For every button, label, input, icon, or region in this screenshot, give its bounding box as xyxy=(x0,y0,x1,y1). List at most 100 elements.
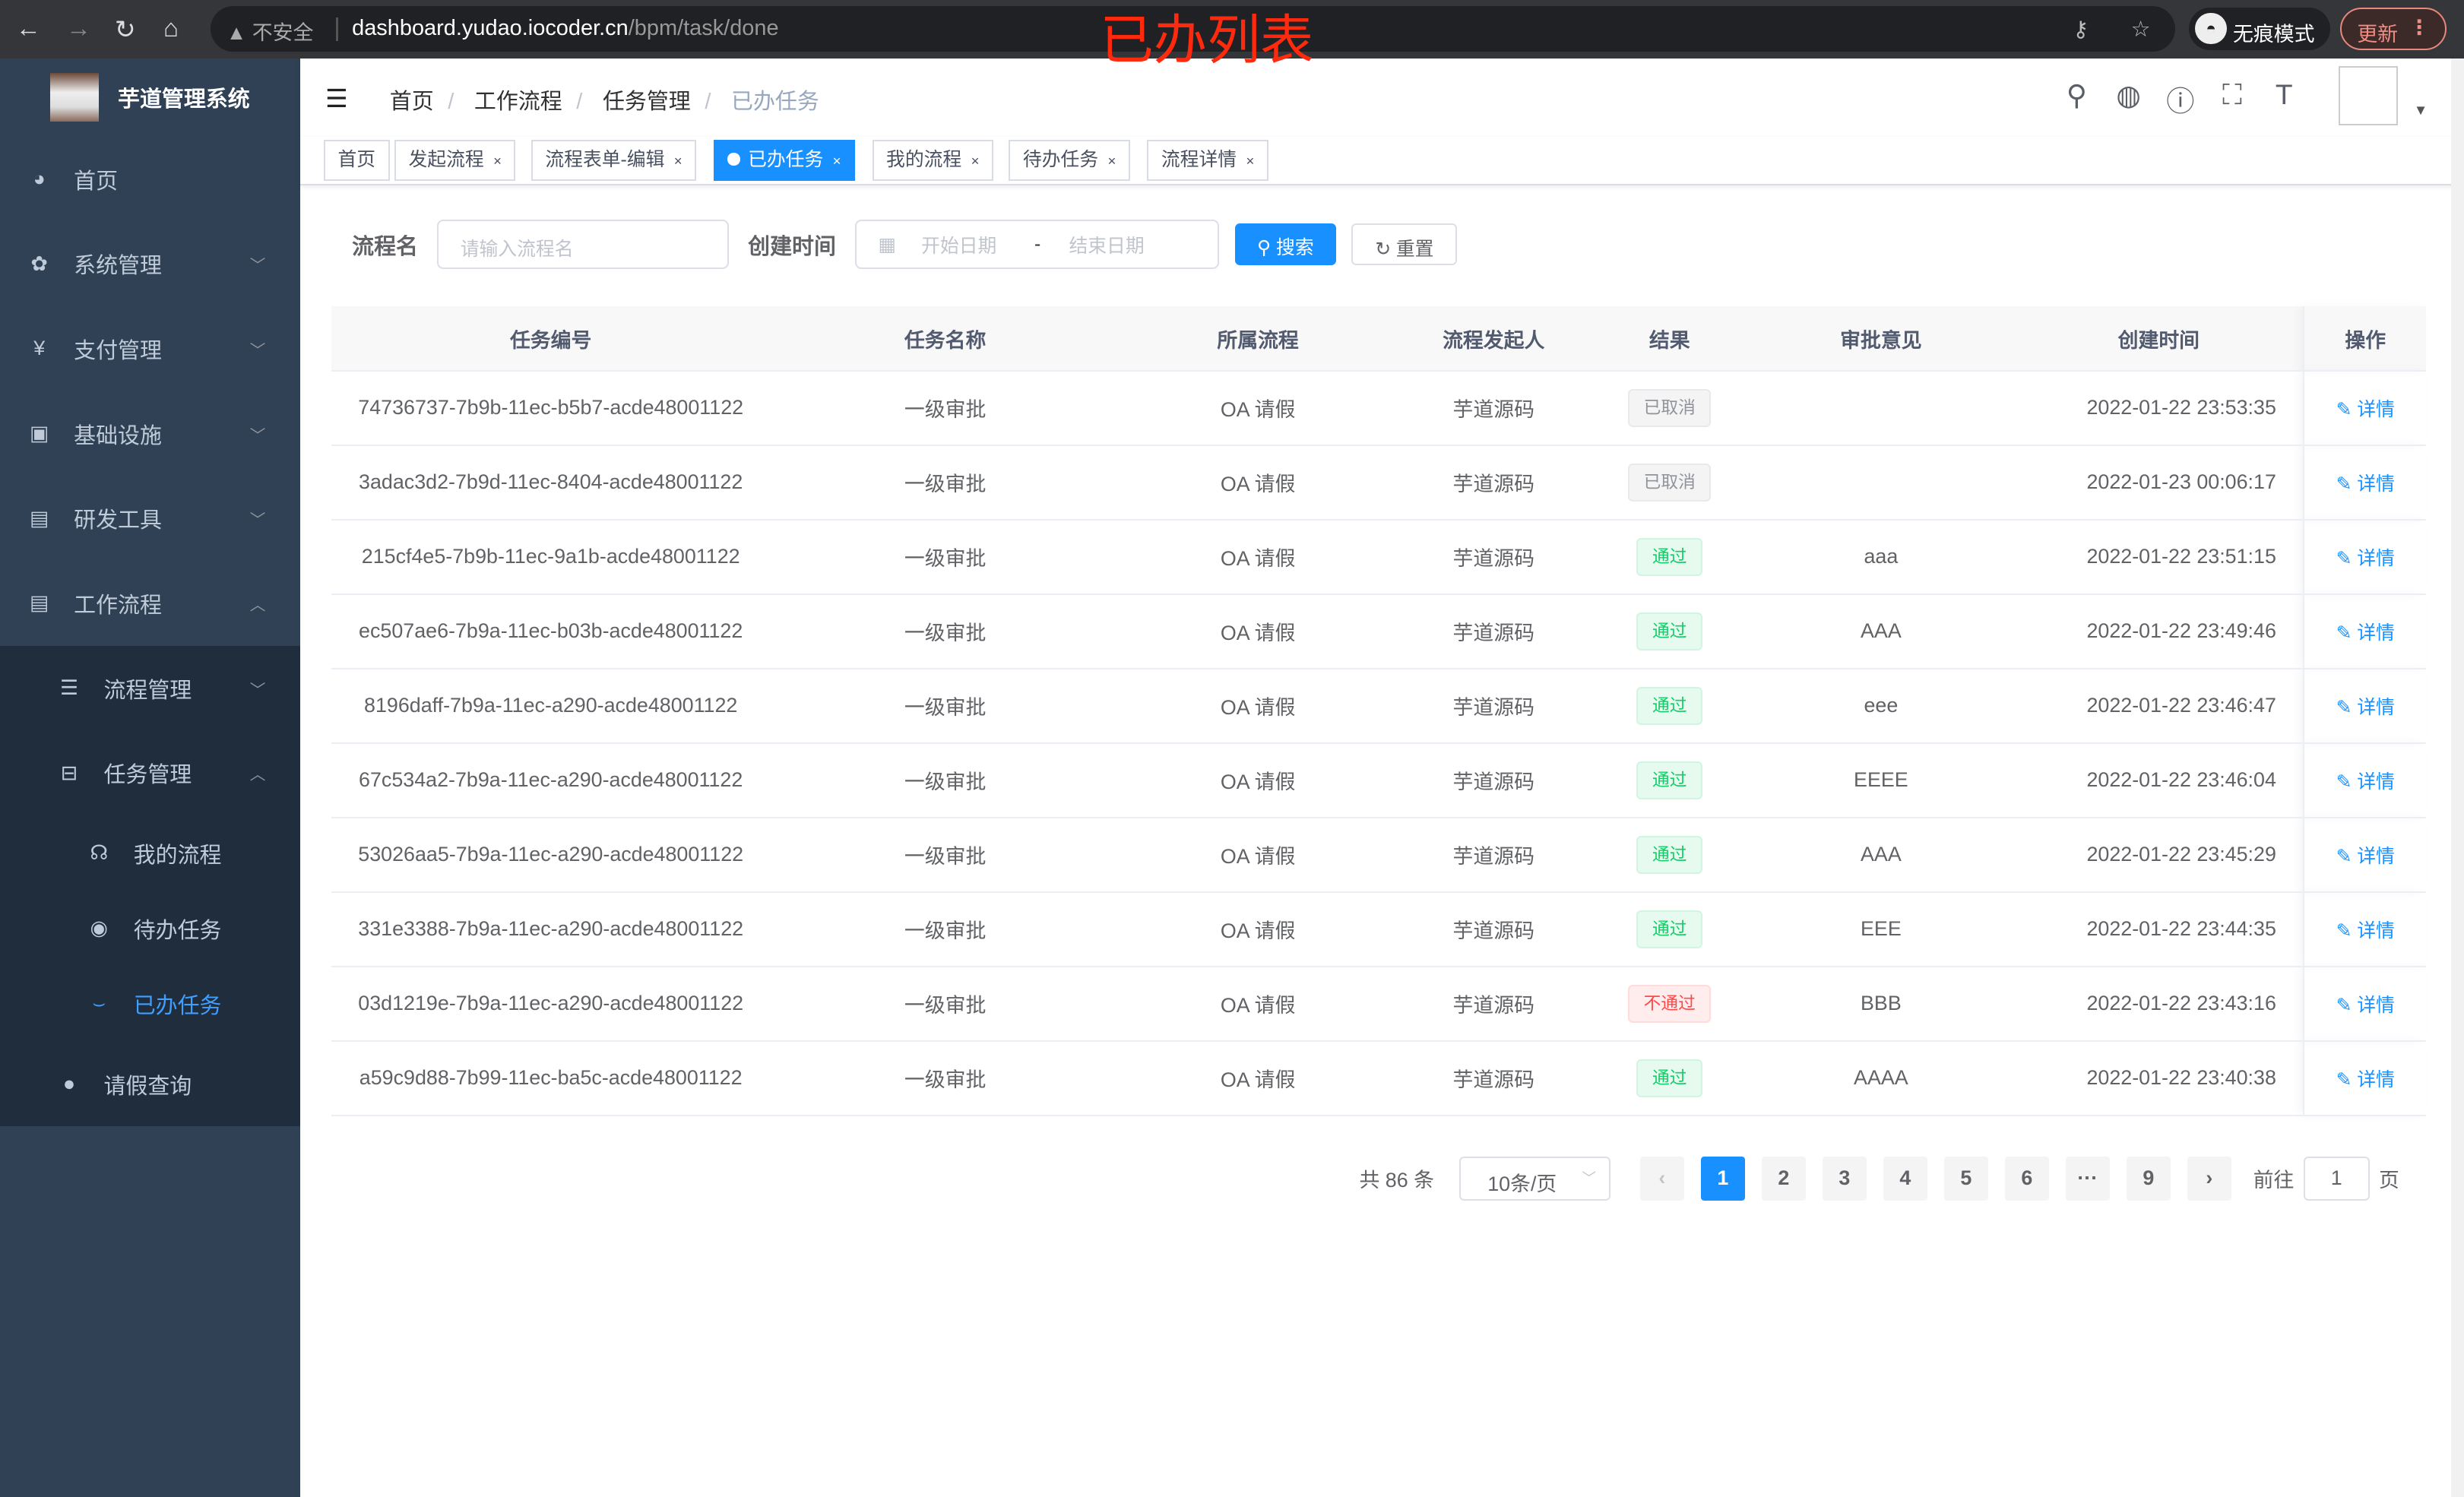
page-button[interactable]: 6 xyxy=(2004,1156,2049,1201)
page-button[interactable]: 1 xyxy=(1700,1156,1745,1201)
incognito-icon: ◓ xyxy=(2195,12,2227,44)
fullscreen-icon[interactable]: ⛶ xyxy=(2222,78,2243,111)
tab-my-process[interactable]: 我的流程 × xyxy=(872,140,994,181)
sidebar-item-pay[interactable]: ¥ 支付管理 ﹀ xyxy=(0,306,300,391)
detail-button[interactable]: ✎ 详情 xyxy=(2336,846,2395,867)
home-icon[interactable]: ⌂ xyxy=(163,14,179,43)
column-header: 审批意见 xyxy=(1747,306,2015,372)
goto-page-input[interactable]: 1 xyxy=(2303,1156,2370,1201)
sidebar-item-devtools[interactable]: ▤ 研发工具 ﹀ xyxy=(0,476,300,561)
sidebar-item-my-process[interactable]: ☊ 我的流程 xyxy=(0,815,300,891)
sidebar-item-infra[interactable]: ▣ 基础设施 ﹀ xyxy=(0,391,300,476)
done-icon: ⌣ xyxy=(92,992,106,1015)
address-bar[interactable]: ▲ 不安全 dashboard.yudao.iocoder.cn/bpm/tas… xyxy=(211,6,2175,52)
page-button[interactable]: 2 xyxy=(1761,1156,1806,1201)
detail-button[interactable]: ✎ 详情 xyxy=(2336,622,2395,644)
sidebar-item-process-mgmt[interactable]: ☰ 流程管理 ﹀ xyxy=(0,645,300,731)
security-warning[interactable]: ▲ 不安全 xyxy=(226,21,314,44)
table-row: a59c9d88-7b99-11ec-ba5c-acde48001122 一级审批… xyxy=(331,1040,2427,1116)
list-icon: ☰ xyxy=(59,676,78,700)
detail-button[interactable]: ✎ 详情 xyxy=(2336,473,2395,495)
key-icon[interactable]: ⚷ xyxy=(2073,17,2089,42)
table-cell: 67c534a2-7b9a-11ec-a290-acde48001122 xyxy=(331,742,771,818)
tab-process-detail[interactable]: 流程详情 × xyxy=(1147,140,1268,181)
font-size-icon[interactable]: T xyxy=(2275,78,2293,111)
search-button[interactable]: ⚲ 搜索 xyxy=(1235,223,1336,266)
table-cell: EEE xyxy=(1747,891,2015,967)
sidebar-item-home[interactable]: ◕ 首页 xyxy=(0,137,300,222)
detail-button[interactable]: ✎ 详情 xyxy=(2336,920,2395,942)
detail-button[interactable]: ✎ 详情 xyxy=(2336,697,2395,718)
detail-button[interactable]: ✎ 详情 xyxy=(2336,548,2395,569)
sidebar-item-system[interactable]: ✿ 系统管理 ﹀ xyxy=(0,222,300,307)
table-cell xyxy=(1747,445,2015,521)
toolbox-icon: ▤ xyxy=(29,506,49,530)
incognito-badge[interactable]: ◓ 无痕模式 xyxy=(2189,8,2331,51)
total-count: 共 86 条 xyxy=(1359,1169,1434,1192)
detail-button[interactable]: ✎ 详情 xyxy=(2336,771,2395,793)
avatar[interactable] xyxy=(2338,65,2399,126)
hamburger-icon[interactable]: ☰ xyxy=(325,84,348,113)
detail-button[interactable]: ✎ 详情 xyxy=(2336,1069,2395,1090)
scrollbar[interactable] xyxy=(2451,58,2464,1497)
detail-button[interactable]: ✎ 详情 xyxy=(2336,995,2395,1016)
back-icon[interactable]: ← xyxy=(15,14,41,43)
close-icon[interactable]: × xyxy=(971,153,980,169)
page-button[interactable]: ··· xyxy=(2065,1156,2110,1201)
tree-icon: ⊟ xyxy=(60,761,78,784)
close-icon[interactable]: × xyxy=(493,153,502,169)
sidebar-item-leave[interactable]: ● 请假查询 xyxy=(0,1041,300,1127)
page-button[interactable]: 5 xyxy=(1943,1156,1988,1201)
breadcrumb-item[interactable]: 工作流程 xyxy=(473,89,562,114)
url-text[interactable]: dashboard.yudao.iocoder.cn/bpm/task/done xyxy=(352,15,779,40)
table-cell: ec507ae6-7b9a-11ec-b03b-acde48001122 xyxy=(331,593,771,669)
help-icon[interactable]: ⓘ xyxy=(2166,85,2195,118)
prev-page-button[interactable]: ‹ xyxy=(1639,1156,1684,1201)
sidebar-item-todo[interactable]: ◉ 待办任务 xyxy=(0,891,300,967)
breadcrumb-item[interactable]: 首页 xyxy=(389,89,434,114)
date-range-picker[interactable]: ▦ 开始日期 - 结束日期 xyxy=(854,220,1220,269)
table-cell: 芋道源码 xyxy=(1395,668,1592,744)
close-icon[interactable]: × xyxy=(673,153,683,169)
next-page-button[interactable]: › xyxy=(2187,1156,2231,1201)
tab-start-process[interactable]: 发起流程 × xyxy=(394,140,516,181)
update-button[interactable]: 更新 ⋮ xyxy=(2339,8,2447,51)
table-cell: 2022-01-23 00:06:17 xyxy=(2014,445,2304,521)
close-icon[interactable]: × xyxy=(1246,153,1255,169)
search-icon: ⚲ xyxy=(1256,237,1277,258)
edit-icon: ✎ xyxy=(2336,920,2358,942)
table-cell: 一级审批 xyxy=(770,966,1121,1042)
sidebar-item-task-mgmt[interactable]: ⊟ 任务管理 ︿ xyxy=(0,730,300,815)
github-icon[interactable]: ◍ xyxy=(2116,79,2141,112)
page-button[interactable]: 3 xyxy=(1822,1156,1867,1201)
table-row: 74736737-7b9b-11ec-b5b7-acde48001122 一级审批… xyxy=(331,370,2427,446)
table-cell: 一级审批 xyxy=(770,519,1121,595)
star-icon[interactable]: ☆ xyxy=(2130,17,2151,42)
sidebar-item-workflow[interactable]: ▤ 工作流程 ︿ xyxy=(0,561,300,646)
table-cell: 03d1219e-7b9a-11ec-a290-acde48001122 xyxy=(331,966,771,1042)
edit-icon: ✎ xyxy=(2336,1069,2358,1090)
table-row: ec507ae6-7b9a-11ec-b03b-acde48001122 一级审批… xyxy=(331,593,2427,669)
toolbox-icon: ▤ xyxy=(29,591,49,615)
search-icon[interactable]: ⚲ xyxy=(2066,79,2087,112)
close-icon[interactable]: × xyxy=(1107,153,1116,169)
close-icon[interactable]: × xyxy=(832,153,841,169)
page-button[interactable]: 9 xyxy=(2126,1156,2171,1201)
tab-todo[interactable]: 待办任务 × xyxy=(1009,140,1130,181)
process-name-input[interactable]: 请输入流程名 xyxy=(436,220,730,269)
reset-button[interactable]: ↻ 重置 xyxy=(1351,223,1458,266)
tab-done-tasks[interactable]: 已办任务 × xyxy=(713,140,856,181)
sidebar-item-done[interactable]: ⌣ 已办任务 xyxy=(0,966,300,1042)
tab-form-edit[interactable]: 流程表单-编辑 × xyxy=(530,140,697,181)
forward-icon[interactable]: → xyxy=(65,14,91,43)
logo[interactable]: 芋道管理系统 xyxy=(0,59,300,137)
reload-icon[interactable]: ↻ xyxy=(114,15,136,44)
tab-home[interactable]: 首页 xyxy=(323,140,390,181)
status-badge: 不通过 xyxy=(1628,985,1712,1023)
breadcrumb-item[interactable]: 任务管理 xyxy=(602,89,691,114)
caret-down-icon[interactable]: ▼ xyxy=(2413,102,2428,119)
page-button[interactable]: 4 xyxy=(1883,1156,1927,1201)
page-size-select[interactable]: 10条/页 ﹀ xyxy=(1459,1156,1610,1201)
divider xyxy=(336,17,338,41)
detail-button[interactable]: ✎ 详情 xyxy=(2336,399,2395,420)
